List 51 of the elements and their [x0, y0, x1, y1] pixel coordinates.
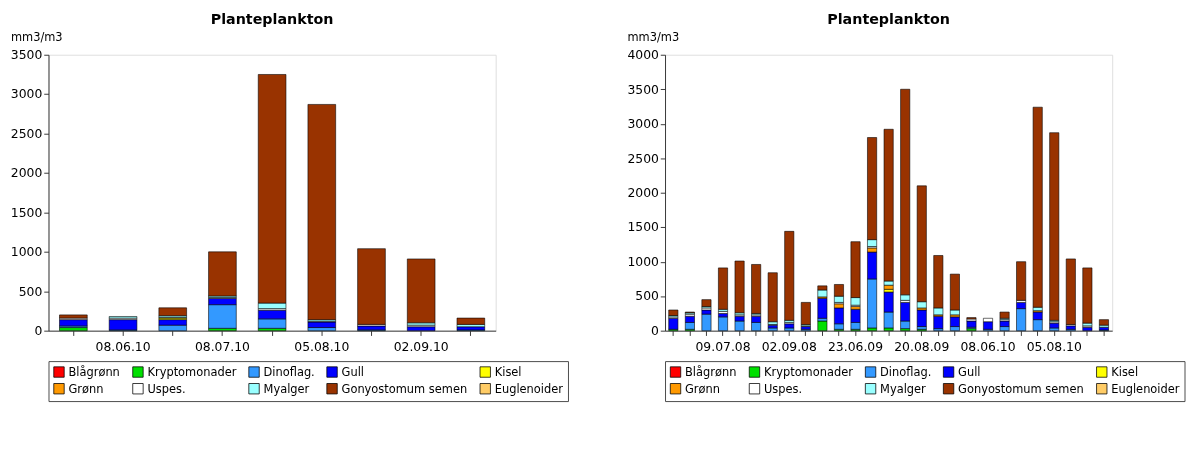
y-tick-label: 500 [18, 284, 43, 299]
legend-label: Blågrønn [68, 364, 120, 379]
legend-label: Kisel [494, 364, 522, 379]
y-tick-label: 1500 [627, 220, 659, 235]
x-tick-label: 20.08.09 [894, 340, 950, 355]
x-tick-label: 08.07.10 [194, 340, 251, 355]
legend-label: Gull [958, 364, 981, 379]
y-axis-title: mm3/m3 [627, 29, 680, 44]
x-tick-label: 05.08.10 [1026, 340, 1082, 355]
y-tick-label: 3000 [627, 117, 659, 132]
y-tick-label: 1000 [627, 254, 659, 269]
chart-title: Planteplankton [210, 11, 334, 28]
y-tick-label: 2500 [10, 126, 43, 141]
y-tick-label: 0 [34, 323, 43, 338]
legend-label: Myalger [880, 381, 927, 396]
legend-label: Dinoflag. [880, 364, 932, 379]
y-tick-label: 0 [650, 323, 659, 338]
legend-label: Euglenoider [494, 381, 564, 396]
x-tick-label: 08.06.10 [960, 340, 1016, 355]
legend-label: Gonyostomum semen [341, 381, 468, 396]
legend-label: Gull [341, 364, 364, 379]
legend-label: Gonyostomum semen [958, 381, 1084, 396]
legend-label: Kisel [1111, 364, 1139, 379]
y-tick-label: 4000 [627, 48, 659, 63]
legend-label: Grønn [685, 381, 720, 396]
x-tick-label: 02.09.08 [761, 340, 817, 355]
x-tick-label: 02.09.10 [393, 340, 449, 355]
legend-label: Blågrønn [685, 364, 737, 379]
y-axis-title: mm3/m3 [10, 29, 63, 44]
y-tick-label: 3000 [10, 87, 43, 102]
y-tick-label: 1000 [10, 245, 43, 260]
y-tick-label: 1500 [10, 205, 43, 220]
legend-label: Dinoflag. [263, 364, 315, 379]
legend-label: Kryptomonader [147, 364, 237, 379]
x-tick-label: 08.06.10 [95, 340, 151, 355]
legend-label: Uspes. [764, 381, 803, 396]
x-tick-label: 09.07.08 [695, 340, 751, 355]
legend-label: Euglenoider [1111, 381, 1180, 396]
y-tick-label: 2500 [627, 151, 659, 166]
x-tick-label: 05.08.10 [294, 340, 350, 355]
y-tick-label: 3500 [10, 48, 43, 63]
legend-label: Myalger [263, 381, 310, 396]
y-tick-label: 2000 [10, 166, 43, 181]
y-tick-label: 500 [635, 289, 659, 304]
y-tick-label: 2000 [627, 186, 659, 201]
y-tick-label: 3500 [627, 82, 659, 97]
legend-label: Uspes. [147, 381, 186, 396]
legend-label: Kryptomonader [764, 364, 854, 379]
legend-label: Grønn [68, 381, 104, 396]
chart-title: Planteplankton [827, 11, 951, 28]
x-tick-label: 23.06.09 [827, 340, 884, 355]
